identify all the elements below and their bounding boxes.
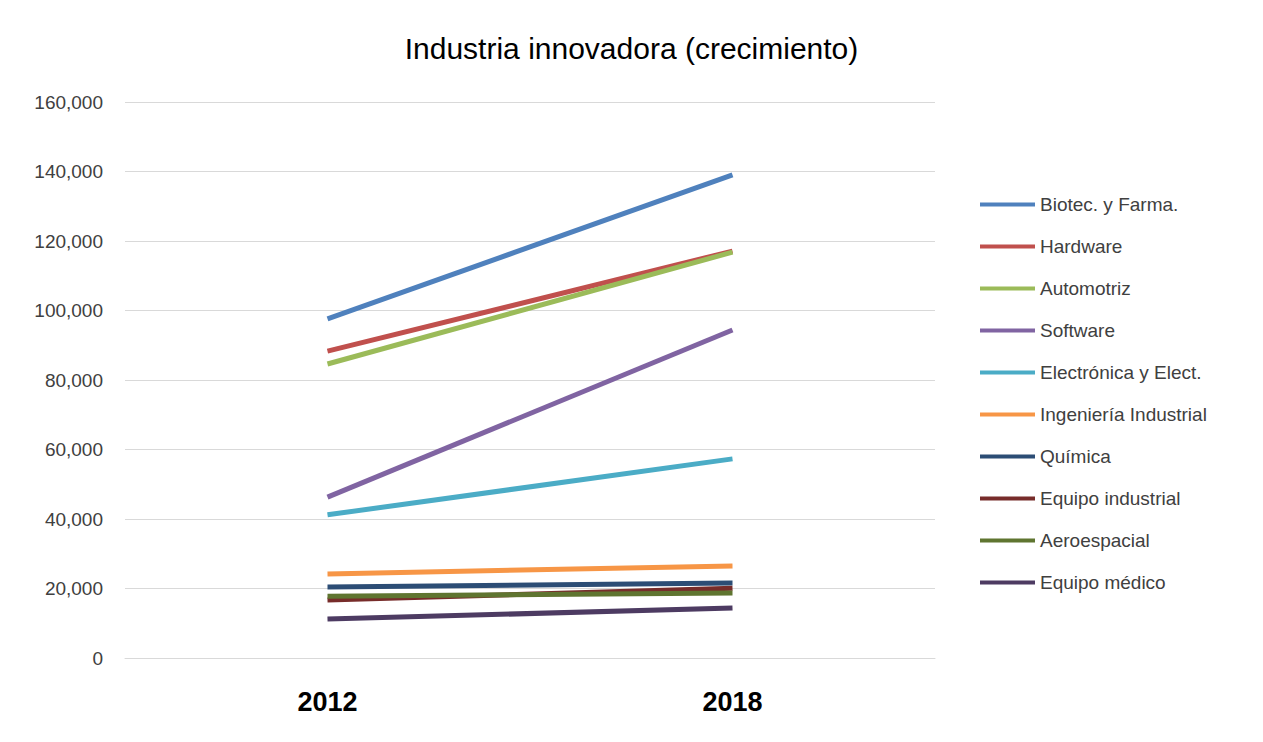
svg-text:2012: 2012 xyxy=(297,687,357,717)
svg-text:Equipo industrial: Equipo industrial xyxy=(1040,488,1180,509)
svg-text:60,000: 60,000 xyxy=(45,439,103,460)
svg-text:Hardware: Hardware xyxy=(1040,236,1122,257)
svg-text:160,000: 160,000 xyxy=(34,92,103,113)
svg-text:Ingeniería Industrial: Ingeniería Industrial xyxy=(1040,404,1207,425)
svg-text:2018: 2018 xyxy=(702,687,762,717)
svg-text:Biotec. y Farma.: Biotec. y Farma. xyxy=(1040,194,1178,215)
svg-text:80,000: 80,000 xyxy=(45,370,103,391)
svg-text:Industria innovadora (crecimie: Industria innovadora (crecimiento) xyxy=(405,32,859,65)
svg-text:Aeroespacial: Aeroespacial xyxy=(1040,530,1150,551)
svg-text:Software: Software xyxy=(1040,320,1115,341)
svg-text:100,000: 100,000 xyxy=(34,300,103,321)
svg-text:120,000: 120,000 xyxy=(34,231,103,252)
svg-text:Automotriz: Automotriz xyxy=(1040,278,1131,299)
svg-text:0: 0 xyxy=(92,648,103,669)
svg-text:140,000: 140,000 xyxy=(34,161,103,182)
svg-text:Electrónica y Elect.: Electrónica y Elect. xyxy=(1040,362,1202,383)
svg-text:Equipo médico: Equipo médico xyxy=(1040,572,1166,593)
svg-text:20,000: 20,000 xyxy=(45,578,103,599)
svg-text:40,000: 40,000 xyxy=(45,509,103,530)
svg-text:Química: Química xyxy=(1040,446,1111,467)
